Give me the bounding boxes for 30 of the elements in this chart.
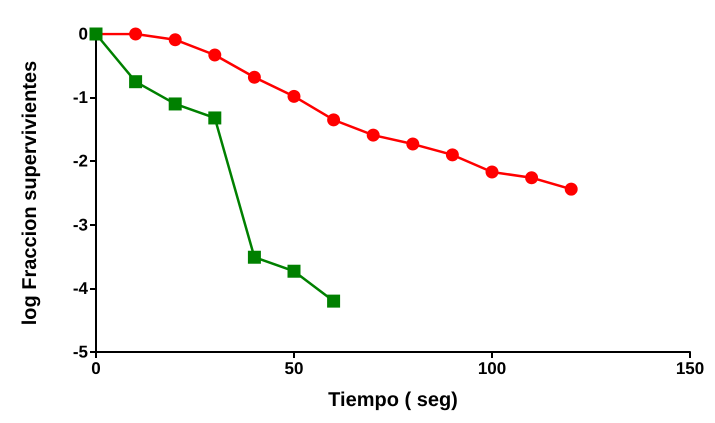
- point: [366, 128, 380, 142]
- point: [129, 75, 142, 88]
- x-axis-title: Tiempo ( seg): [328, 389, 458, 411]
- y-tick-label: -2: [72, 152, 88, 171]
- point: [486, 166, 498, 179]
- point: [248, 70, 261, 84]
- point: [168, 97, 182, 110]
- point: [208, 48, 222, 62]
- point: [288, 90, 300, 103]
- point: [327, 113, 340, 126]
- y-axis-title: log Fraccion supervivientes: [19, 60, 41, 326]
- point: [168, 33, 182, 46]
- point: [446, 148, 459, 162]
- x-tick-label: 100: [478, 359, 506, 378]
- y-tick-label: 0: [78, 24, 88, 44]
- x-tick-label: 50: [284, 359, 304, 378]
- point: [129, 28, 142, 40]
- y-tick-label: -1: [72, 88, 88, 108]
- point: [248, 250, 261, 264]
- y-tick-label: -4: [72, 278, 89, 298]
- point: [288, 264, 300, 278]
- point: [525, 171, 538, 184]
- point: [208, 111, 222, 124]
- point: [327, 294, 340, 308]
- point: [564, 182, 578, 196]
- y-tick-label: -5: [72, 342, 88, 362]
- y-tick-label: -3: [72, 215, 88, 234]
- point: [406, 138, 420, 151]
- x-tick-label: 0: [91, 359, 101, 378]
- x-tick-label: 150: [676, 359, 704, 378]
